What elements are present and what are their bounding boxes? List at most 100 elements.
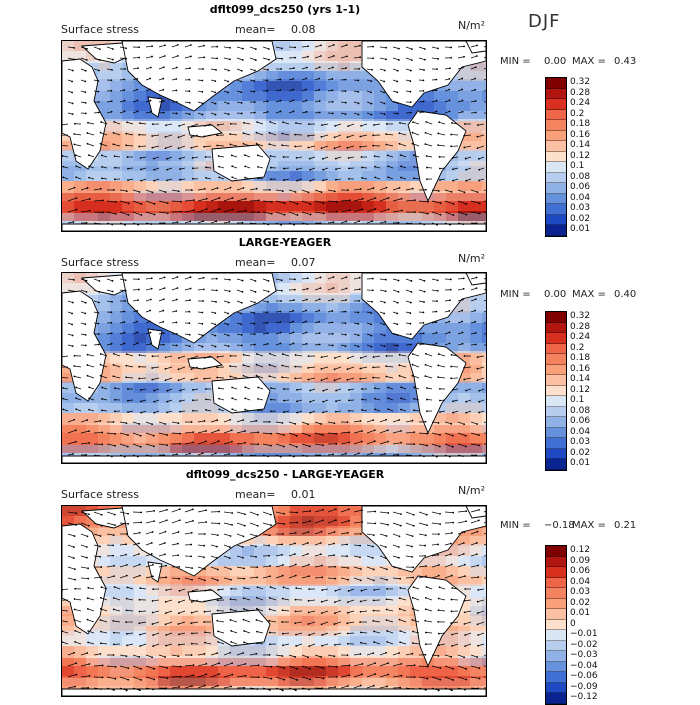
stress-vector-head — [283, 156, 285, 158]
stress-vector-head — [86, 291, 88, 293]
stress-cell — [218, 566, 230, 576]
stress-vector-head — [98, 223, 100, 225]
stress-vector-head — [203, 368, 205, 370]
stress-vector-head — [86, 652, 88, 654]
stress-vector-head — [333, 276, 335, 278]
stress-vector-head — [256, 132, 258, 134]
stress-vector-head — [465, 401, 467, 403]
stress-vector-head — [163, 66, 165, 68]
stress-vector-head — [128, 202, 130, 204]
stress-vector-head — [140, 157, 142, 159]
colorbar-swatch — [546, 131, 566, 142]
stress-vector-head — [201, 323, 203, 325]
stress-vector-head — [240, 313, 242, 315]
stress-vector-head — [400, 442, 402, 444]
stress-cell — [470, 171, 482, 181]
stress-vector-head — [73, 375, 75, 377]
stress-cell — [134, 576, 146, 586]
stress-vector-head — [320, 222, 322, 224]
stress-vector-head — [293, 224, 295, 226]
stress-cell — [122, 413, 134, 423]
stress-cell — [182, 191, 194, 201]
stress-vector-head — [165, 531, 167, 533]
stress-vector-head — [112, 143, 114, 145]
stress-cell — [398, 201, 410, 211]
stress-cell — [122, 576, 134, 586]
stress-cell — [254, 646, 266, 656]
stress-cell — [302, 636, 314, 646]
stress-cell — [398, 676, 410, 686]
stress-vector-head — [75, 165, 77, 167]
stress-vector-head — [153, 435, 155, 437]
stress-vector-head — [258, 199, 260, 201]
stress-vector-head — [294, 57, 296, 59]
stress-cell — [386, 413, 398, 423]
stress-cell — [278, 181, 290, 191]
panel-3-mean: 0.01 — [291, 488, 316, 501]
stress-vector-head — [86, 280, 88, 282]
stress-vector-head — [294, 146, 296, 148]
colorbar-swatch — [546, 162, 566, 173]
stress-cell — [290, 151, 302, 161]
stress-cell — [422, 566, 434, 576]
stress-vector-head — [256, 364, 258, 366]
stress-vector-head — [319, 298, 321, 300]
stress-cell — [338, 151, 350, 161]
stress-vector-head — [295, 122, 297, 124]
stress-vector-head — [410, 101, 412, 103]
stress-cell — [482, 101, 486, 111]
stress-vector-head — [410, 455, 412, 457]
stress-vector-head — [178, 578, 180, 580]
stress-vector-head — [357, 80, 359, 82]
stress-vector-head — [267, 301, 269, 303]
colorbar-tick-label: 0.16 — [570, 130, 590, 141]
stress-cell — [458, 393, 470, 403]
stress-cell — [206, 111, 218, 121]
stress-cell — [266, 303, 278, 313]
stress-vector-head — [88, 397, 90, 399]
stress-vector-head — [463, 423, 465, 425]
stress-cell — [470, 141, 482, 151]
stress-cell — [458, 181, 470, 191]
stress-vector-head — [164, 55, 166, 57]
stress-vector-head — [216, 620, 218, 622]
stress-vector-head — [292, 321, 294, 323]
stress-vector-head — [319, 454, 321, 456]
stress-cell — [446, 101, 458, 111]
stress-cell — [458, 383, 470, 393]
stress-vector-head — [282, 121, 284, 123]
stress-vector-head — [139, 611, 141, 613]
stress-cell — [302, 323, 314, 333]
stress-cell — [98, 161, 110, 171]
stress-cell — [134, 566, 146, 576]
stress-cell — [110, 566, 122, 576]
stress-vector-head — [242, 652, 244, 654]
stress-cell — [170, 626, 182, 636]
stress-cell — [470, 556, 482, 566]
stress-vector-head — [439, 400, 441, 402]
stress-vector-head — [180, 666, 182, 668]
stress-cell — [266, 373, 278, 383]
stress-vector-head — [478, 401, 480, 403]
stress-vector-head — [112, 544, 114, 546]
stress-cell — [482, 616, 486, 626]
stress-cell — [482, 526, 486, 536]
stress-vector-head — [138, 46, 140, 48]
stress-vector-head — [73, 143, 75, 145]
stress-cell — [362, 383, 374, 393]
stress-cell — [302, 566, 314, 576]
stress-cell — [134, 383, 146, 393]
stress-vector-head — [293, 343, 295, 345]
stress-vector-head — [453, 203, 455, 205]
stress-cell — [422, 101, 434, 111]
stress-vector-head — [192, 508, 194, 510]
stress-vector-head — [359, 378, 361, 380]
stress-cell — [410, 656, 422, 666]
stress-vector-head — [244, 525, 246, 527]
stress-vector-head — [149, 321, 151, 323]
stress-cell — [434, 556, 446, 566]
stress-cell — [266, 413, 278, 423]
stress-vector-head — [88, 513, 90, 515]
stress-vector-head — [375, 208, 377, 210]
stress-cell — [338, 616, 350, 626]
